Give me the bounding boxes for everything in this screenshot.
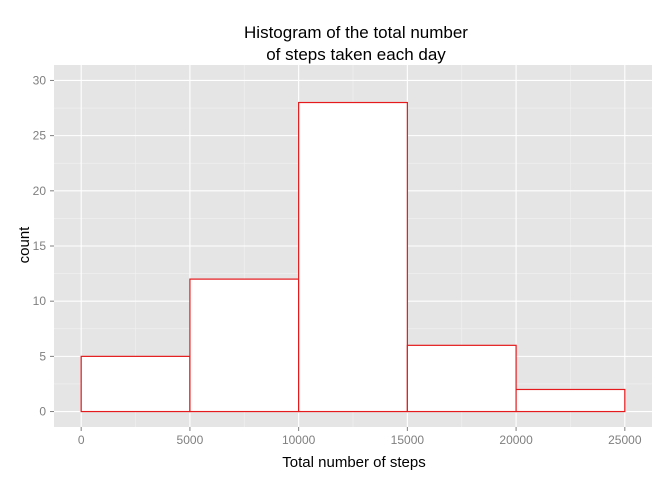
chart-title-line-2: of steps taken each day (266, 45, 446, 64)
y-tick-label: 10 (33, 294, 47, 308)
histogram-bar-2 (298, 101, 408, 413)
y-tick-label: 20 (33, 184, 47, 198)
histogram-bar-3 (406, 344, 517, 413)
x-axis-tick-labels: 0 5000 10000 15000 20000 25000 (78, 433, 642, 447)
x-tick-label: 10000 (282, 433, 316, 447)
histogram-bar-1 (189, 278, 300, 413)
axis-ticks (50, 79, 626, 431)
x-tick-label: 25000 (608, 433, 642, 447)
y-tick-label: 5 (39, 349, 46, 363)
y-axis-title: count (16, 226, 33, 264)
chart-title-line-1: Histogram of the total number (244, 23, 468, 42)
x-tick-label: 20000 (499, 433, 533, 447)
x-tick-label: 5000 (177, 433, 204, 447)
y-axis-tick-labels: 0 5 10 15 20 25 30 (33, 73, 47, 418)
x-tick-label: 15000 (391, 433, 425, 447)
y-tick-label: 30 (33, 73, 47, 87)
histogram-bars (80, 101, 626, 413)
x-tick-label: 0 (78, 433, 85, 447)
y-tick-label: 25 (33, 129, 47, 143)
y-tick-label: 0 (39, 405, 46, 419)
x-axis-title: Total number of steps (282, 454, 425, 471)
histogram-bar-4 (515, 388, 626, 413)
histogram-bar-0 (80, 355, 191, 413)
y-tick-label: 15 (33, 239, 47, 253)
